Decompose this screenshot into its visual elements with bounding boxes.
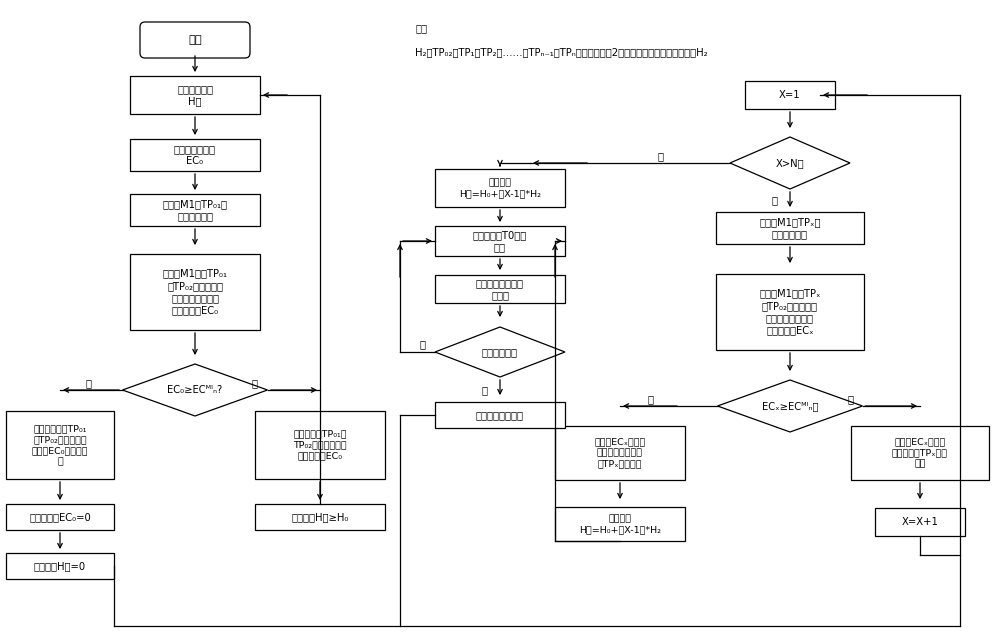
Text: 测量水位高度
H水: 测量水位高度 H水 <box>177 84 213 106</box>
Bar <box>555 426 685 480</box>
Text: 是: 是 <box>847 394 853 404</box>
Text: 设备退出休眠状态: 设备退出休眠状态 <box>476 410 524 420</box>
Bar <box>130 194 260 226</box>
Text: 测量值ECₓ为干扰
信号，水位没有达
到TPₓ所处高度: 测量值ECₓ为干扰 信号，水位没有达 到TPₓ所处高度 <box>594 437 646 469</box>
Bar <box>435 169 565 207</box>
Bar <box>851 426 989 480</box>
Polygon shape <box>435 327 565 377</box>
Text: 水位达到了TP₀₁和
TP₀₂所在高度，水
的电导率为EC₀: 水位达到了TP₀₁和 TP₀₂所在高度，水 的电导率为EC₀ <box>293 430 347 460</box>
Polygon shape <box>718 380 862 432</box>
FancyBboxPatch shape <box>140 22 250 58</box>
Text: 否: 否 <box>647 394 653 404</box>
Text: 设备进入低功耗休
眠状态: 设备进入低功耗休 眠状态 <box>476 278 524 300</box>
Text: 水位高度H水=0: 水位高度H水=0 <box>34 561 86 571</box>
Bar <box>130 76 260 114</box>
Bar <box>716 212 864 244</box>
Text: 处理器M1测量TPₓ
和TP₀₂之间的电压
值，通过电压值换
算出电导率ECₓ: 处理器M1测量TPₓ 和TP₀₂之间的电压 值，通过电压值换 算出电导率ECₓ <box>759 289 821 336</box>
Text: EC₀≥ECᴹᴵₙ?: EC₀≥ECᴹᴵₙ? <box>167 385 223 395</box>
Text: 水位高度
H水=H₀+（X-1）*H₂: 水位高度 H水=H₀+（X-1）*H₂ <box>459 178 541 198</box>
Bar <box>745 81 835 109</box>
Text: X>N？: X>N？ <box>776 158 804 168</box>
Text: 水位没有达到TP₀₁
和TP₀₂所处高度，
测量值EC₀为干扰信
号: 水位没有达到TP₀₁ 和TP₀₂所处高度， 测量值EC₀为干扰信 号 <box>32 424 88 466</box>
Text: 水位高度H水≥H₀: 水位高度H水≥H₀ <box>291 512 349 522</box>
Bar <box>435 275 565 303</box>
Text: 是: 是 <box>482 385 488 395</box>
Text: 是: 是 <box>252 378 258 388</box>
Text: X=X+1: X=X+1 <box>902 517 938 527</box>
Text: 水的电导率EC₀=0: 水的电导率EC₀=0 <box>29 512 91 522</box>
Text: 测量水的电导率
EC₀: 测量水的电导率 EC₀ <box>174 144 216 166</box>
Bar <box>716 274 864 350</box>
Bar <box>255 411 385 479</box>
Bar <box>130 139 260 171</box>
Text: 处理器M1向TPₓ输
出一个高电平: 处理器M1向TPₓ输 出一个高电平 <box>759 217 821 239</box>
Text: 是: 是 <box>657 151 663 161</box>
Bar <box>875 508 965 536</box>
Text: 测量值ECₓ有效，
水位达到了TPₓ所处
高度: 测量值ECₓ有效， 水位达到了TPₓ所处 高度 <box>892 437 948 469</box>
Bar <box>555 507 685 541</box>
Text: 水位高度
H水=H₀+（X-1）*H₂: 水位高度 H水=H₀+（X-1）*H₂ <box>579 514 661 534</box>
Text: X=1: X=1 <box>779 90 801 100</box>
Text: 否: 否 <box>420 339 426 349</box>
Text: 否: 否 <box>772 195 778 205</box>
Polygon shape <box>122 364 268 416</box>
Text: 开始: 开始 <box>188 35 202 45</box>
Text: ECₓ≥ECᴹᴵₙ？: ECₓ≥ECᴹᴵₙ？ <box>762 401 818 411</box>
Text: 处理器M1测量TP₀₁
和TP₀₂之间的电压
值，通过电压值换
算出电导率EC₀: 处理器M1测量TP₀₁ 和TP₀₂之间的电压 值，通过电压值换 算出电导率EC₀ <box>162 268 228 316</box>
Bar <box>6 553 114 579</box>
Bar <box>6 411 114 479</box>
Bar <box>130 254 260 330</box>
Bar <box>435 402 565 428</box>
Polygon shape <box>730 137 850 189</box>
Text: 设定时长为T0的倒
计时: 设定时长为T0的倒 计时 <box>473 230 527 252</box>
Bar <box>255 504 385 530</box>
Text: 处理器M1向TP₀₁输
出一个高电平: 处理器M1向TP₀₁输 出一个高电平 <box>162 199 228 221</box>
Bar <box>435 226 565 256</box>
Text: H₂：TP₀₂、TP₁、TP₂、……、TPₙ₋₁、TPₙ，这些钉相邻2个之间在竖直方向的距离都是H₂: H₂：TP₀₂、TP₁、TP₂、……、TPₙ₋₁、TPₙ，这些钉相邻2个之间在竖… <box>415 47 708 57</box>
Bar <box>6 504 114 530</box>
Text: 倒计时结束？: 倒计时结束？ <box>482 347 518 357</box>
Text: 否: 否 <box>85 378 91 388</box>
Text: 注：: 注： <box>415 23 427 33</box>
